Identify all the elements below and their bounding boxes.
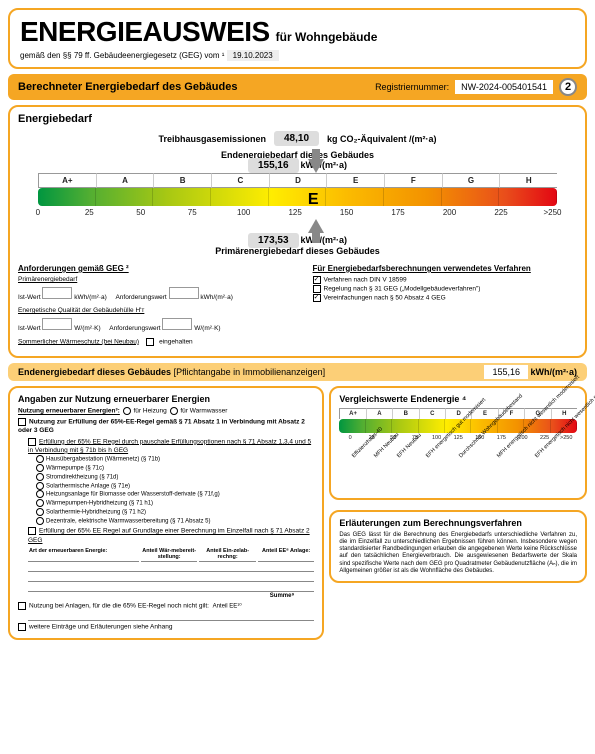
info-panel: Erläuterungen zum Berechnungsverfahren D… [329,510,587,583]
unit: W/(m²·K) [194,325,220,332]
ren-r2: für Warmwasser [180,408,227,415]
reg-label: Registriernummer: [375,82,449,92]
summer-opt: eingehalten [159,338,193,345]
energy-panel: Energiebedarf Treibhausgasemissionen 48,… [8,105,587,358]
date-box: 19.10.2023 [227,50,279,61]
proc-check1 [313,276,321,284]
renewable-radio [36,517,44,525]
ghg-value: 48,10 [274,131,319,146]
endbar: Endenergiebedarf dieses Gebäudes [Pflich… [8,363,587,381]
req-right-title: Für Energiebedarfsberechnungen verwendet… [313,264,578,273]
anteil-label: Anteil EE¹⁰ [213,604,242,610]
chk-65 [18,418,26,426]
proc-check2 [313,285,321,293]
scale-ticks: 0255075100125150175200225>250 [12,206,578,219]
sum-label: Summe⁹ [270,593,295,599]
subtitle: gemäß den §§ 79 ff. Gebäudeenergiegesetz… [20,50,575,61]
header-panel: ENERGIEAUSWEIS für Wohngebäude gemäß den… [8,8,587,69]
proc-check3 [313,294,321,302]
reg-value: NW-2024-005401541 [455,80,553,94]
th2: Anteil Wär-mebereit-stellung: [141,547,197,562]
end-value: 155,16 [248,158,299,173]
ist-value-box2 [42,318,72,330]
info-title: Erläuterungen zum Berechnungsverfahren [339,518,577,528]
arrow-stem [312,149,320,159]
marker-letter: E [308,191,319,209]
ren-line1: Nutzung erneuerbarer Energien³: [18,408,120,415]
renewable-radio [36,490,44,498]
proc-opt1: Verfahren nach DIN V 18599 [324,277,407,284]
input-line [28,563,314,572]
chk-line4 [18,623,26,631]
input-line [28,583,314,592]
title-main: ENERGIEAUSWEIS [20,16,270,47]
energy-title: Energiebedarf [18,113,577,125]
proc-opt2: Regelung nach § 31 GEG („Modellgebäudeve… [324,286,481,293]
input-line [28,573,314,582]
anf-value-box2 [162,318,192,330]
unit: W/(m²·K) [74,325,100,332]
anf-label2: Anforderungswert [109,325,160,332]
req-left-title: Anforderungen gemäß GEG ² [18,264,283,273]
anf-value-box [169,287,199,299]
unit: kWh/(m²·a) [200,294,233,301]
prim-label: Primärenergiebedarf dieses Gebäudes [18,246,577,256]
ren-r1: für Heizung [133,408,166,415]
input-line [28,612,314,621]
unit: kWh/(m²·a) [74,294,107,301]
section-bar-title: Berechneter Energiebedarf des Gebäudes [18,81,237,93]
summer-label: Sommerlicher Wärmeschutz (bei Neubau) [18,338,139,345]
summer-checkbox [146,338,154,346]
endbar-label: Endenergiebedarf dieses Gebäudes [18,367,171,377]
renewable-radio [36,473,44,481]
ren-sub2: Erfüllung der 65% EE Regel auf Grundlage… [28,528,310,543]
ren-line3: Nutzung bei Anlagen, für die die 65% EE-… [29,603,209,610]
arrow-down-icon [308,159,324,173]
chk-line3 [18,602,26,610]
renewable-radio [36,464,44,472]
arrow-stem [312,233,320,243]
renewable-radio [36,508,44,516]
info-text: Das GEG lässt für die Berechnung des Ene… [339,532,577,575]
renewable-radio [36,482,44,490]
renewable-radio [36,455,44,463]
arrow-up-icon [308,219,324,233]
ren-line4: weitere Einträge und Erläuterungen siehe… [29,624,172,631]
compare-panel: Vergleichswerte Endenergie ⁴ A+ABCDEFGH … [329,386,587,500]
ghg-label: Treibhausgasemissionen [158,134,266,144]
subtitle-prefix: gemäß den §§ 79 ff. Gebäudeenergiegesetz… [20,51,224,60]
renewable-radio [36,499,44,507]
th3: Anteil Ein-zelab-rechng: [199,547,255,562]
chk-sub2 [28,527,36,535]
renewable-title: Angaben zur Nutzung erneuerbarer Energie… [18,394,314,404]
prim-req-label: Primärenergiebedarf [18,276,283,284]
scale-classes: A+ABCDEFGH [38,173,557,188]
anf-label: Anforderungswert [115,294,166,301]
endbar-unit: kWh/(m²·a) [531,367,578,377]
endbar-note: [Pflichtangabe in Immobilienanzeigen] [174,367,326,377]
chk-sub1 [28,438,36,446]
title-sub: für Wohngebäude [276,30,378,44]
ist-label: Ist-Wert [18,294,41,301]
proc-opt3: Vereinfachungen nach § 50 Absatz 4 GEG [324,295,446,302]
compare-labels: Effizienzhaus-40MFH NeubauEFH NeubauEFH … [339,447,577,492]
th1: Art der erneuerbaren Energie: [28,547,139,562]
ren-line2: Nutzung zur Erfüllung der 65%-EE-Regel g… [18,419,305,434]
envelope-label: Energetische Qualität der Gebäudehülle H… [18,307,283,315]
gradient-bar [38,188,557,206]
ren-sub1: Erfüllung der 65% EE Regel durch pauscha… [28,438,311,453]
page-num: 2 [559,78,577,96]
radio-heating [123,407,131,415]
renewable-panel: Angaben zur Nutzung erneuerbarer Energie… [8,386,324,641]
radio-water [170,407,178,415]
th4: Anteil EE⁸ Anlage: [258,547,314,562]
ist-label2: Ist-Wert [18,325,41,332]
ghg-unit: kg CO₂-Äquivalent /(m²·a) [327,134,437,144]
compare-title: Vergleichswerte Endenergie ⁴ [339,394,577,404]
section-bar: Berechneter Energiebedarf des Gebäudes R… [8,74,587,100]
energy-scale: A+ABCDEFGH 0255075100125150175200225>250… [38,173,557,219]
ist-value-box [42,287,72,299]
endbar-value: 155,16 [484,365,528,379]
